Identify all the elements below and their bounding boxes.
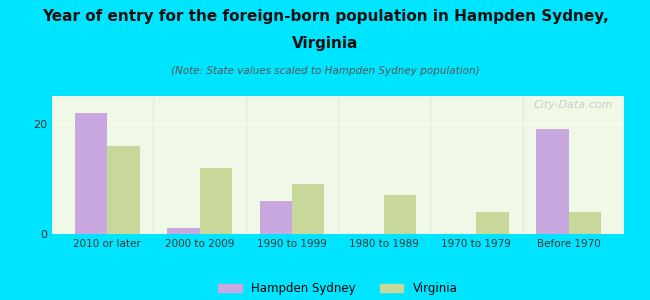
Bar [75,112,107,234]
Bar [259,201,292,234]
Bar [384,195,417,234]
Bar [292,184,324,234]
Bar [536,129,569,234]
Bar [167,229,200,234]
Bar [476,212,509,234]
Bar [569,212,601,234]
Text: (Note: State values scaled to Hampden Sydney population): (Note: State values scaled to Hampden Sy… [171,66,479,76]
Text: Virginia: Virginia [292,36,358,51]
Bar [200,168,232,234]
Text: City-Data.com: City-Data.com [533,100,612,110]
Text: Year of entry for the foreign-born population in Hampden Sydney,: Year of entry for the foreign-born popul… [42,9,608,24]
Legend: Hampden Sydney, Virginia: Hampden Sydney, Virginia [214,278,462,300]
Bar [107,146,140,234]
